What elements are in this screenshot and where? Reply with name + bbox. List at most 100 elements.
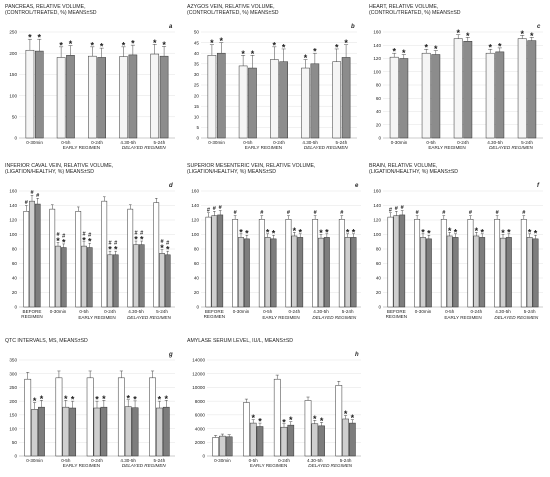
y-tick-c-6: 120	[373, 56, 381, 61]
bar-c-3-0	[485, 52, 495, 139]
y-tick-e-0: 0	[196, 305, 199, 310]
chart-title-b-1: (CONTROL/TREATED, %) MEANS±SD	[187, 10, 279, 16]
significance-mark-d-1-1-1: *	[56, 236, 60, 246]
y-tick-h-3: 6000	[195, 413, 206, 418]
y-tick-a-2: 100	[9, 93, 17, 98]
chart-title-d-0: INFERIOR CAVAL VEIN, RELATIVE VOLUME,	[5, 163, 114, 169]
chart-title-e-0: SUPERIOR MESENTERIC VEIN, RELATIVE VOLUM…	[187, 163, 316, 169]
y-tick-h-7: 14000	[192, 358, 205, 363]
bar-g-4-1	[156, 407, 163, 457]
x-tick-e-2: 0-5h	[263, 309, 273, 314]
y-tick-c-5: 100	[373, 69, 381, 74]
x-tick-d-4: 4.30-5h	[128, 309, 144, 314]
significance-mark-e-5-1-0: *	[346, 227, 350, 237]
chart-title-f-0: BRAIN, RELATIVE VOLUME,	[369, 163, 438, 169]
significance-mark-c-4-0-0: *	[520, 29, 524, 39]
y-tick-b-10: 50	[194, 30, 200, 35]
significance-mark-d-3-2-1: *	[114, 245, 118, 255]
x-tick-d-5: 5-24h	[156, 309, 168, 314]
significance-mark-h-3-2-0: *	[320, 416, 324, 426]
y-tick-g-1: 50	[12, 440, 18, 445]
x-tick-h-0: 0-30min	[214, 458, 231, 463]
bar-g-4-2	[162, 406, 170, 457]
regimen-label-b-1: DELAYED REGIMEN	[304, 145, 349, 150]
significance-mark-d-4-2-1: *	[140, 235, 144, 245]
bar-d-5-1	[159, 253, 165, 308]
chart-panel-c: HEART, RELATIVE VOLUME, (CONTROL/TREATED,…	[367, 4, 547, 156]
panel-letter-h: h	[355, 352, 359, 358]
bar-d-1-1	[55, 245, 61, 308]
chart-panel-b: AZYGOS VEIN, RELATIVE VOLUME, (CONTROL/TR…	[185, 4, 361, 156]
significance-mark-e-2-1-0: *	[266, 227, 270, 237]
bar-e-3-2	[297, 237, 304, 308]
significance-mark-e-0-1-0: #	[213, 206, 217, 212]
regimen-label-a-1: DELAYED REGIMEN	[122, 145, 167, 150]
chart-title-f-1: (LIGATION/HEALTHY, %) MEANS±SD	[369, 169, 459, 175]
y-tick-h-0: 0	[202, 454, 205, 459]
panel-letter-b: b	[351, 24, 355, 30]
significance-mark-d-3-1-0: #	[108, 241, 112, 247]
significance-mark-d-0-1-0: #	[30, 190, 34, 196]
significance-mark-e-5-2-0: *	[352, 227, 356, 237]
x-tick-f-2: 0-5h	[445, 309, 455, 314]
chart-title-a-1: (CONTROL/TREATED, %) MEANS±SD	[5, 10, 97, 16]
bar-d-3-0	[101, 200, 108, 308]
significance-mark-b-1-1-0: *	[251, 49, 255, 59]
significance-mark-e-1-1-0: *	[239, 227, 243, 237]
significance-mark-d-0-0-0: #	[25, 200, 29, 206]
x-tick-f-0-0: BEFORE	[387, 309, 406, 314]
y-tick-b-7: 35	[194, 62, 200, 67]
y-tick-g-3: 150	[9, 413, 17, 418]
y-tick-f-1: 20	[376, 290, 382, 295]
y-tick-b-1: 5	[196, 125, 199, 130]
bar-f-2-0	[440, 219, 447, 308]
significance-mark-f-0-1-0: #	[395, 206, 399, 212]
bar-a-0-0	[25, 49, 35, 139]
significance-mark-d-2-2-0: #	[88, 233, 92, 239]
bar-h-1-2	[256, 426, 264, 457]
significance-mark-e-3-0-0: #	[287, 210, 291, 216]
bar-f-4-0	[494, 219, 501, 308]
x-tick-b-4: 5-24h	[336, 140, 348, 145]
significance-mark-a-3-1-0: *	[131, 39, 135, 49]
bar-h-2-2	[287, 424, 295, 457]
bar-f-0-0	[387, 216, 394, 308]
x-tick-e-0-0: BEFORE	[205, 309, 224, 314]
bar-e-2-1	[264, 237, 271, 308]
significance-mark-d-5-2-0: #	[166, 241, 170, 247]
significance-mark-b-2-0-0: *	[273, 40, 277, 50]
significance-mark-b-1-0-0: *	[241, 49, 245, 59]
y-tick-g-4: 200	[9, 399, 17, 404]
bar-b-0-0	[207, 55, 217, 139]
bar-e-1-1	[238, 237, 244, 308]
bar-c-0-1	[399, 58, 409, 139]
x-tick-a-2: 0-24h	[91, 140, 103, 145]
regimen-label-a-0: EARLY REGIMEN	[63, 145, 100, 150]
bar-h-3-0	[304, 400, 312, 457]
x-tick-g-1: 0-5h	[61, 458, 71, 463]
y-tick-c-0: 0	[378, 136, 381, 141]
bar-h-4-0	[335, 385, 343, 457]
significance-mark-c-3-1-0: *	[498, 41, 502, 51]
bar-c-2-1	[463, 41, 473, 139]
y-tick-e-7: 140	[191, 203, 199, 208]
y-tick-c-1: 20	[376, 122, 382, 127]
x-tick-h-1: 0-5h	[249, 458, 259, 463]
significance-mark-a-0-0-0: *	[28, 33, 32, 43]
significance-mark-e-3-2-0: *	[298, 227, 302, 237]
bar-f-1-1	[420, 237, 426, 308]
bar-h-1-1	[249, 422, 257, 457]
significance-mark-f-1-0-0: #	[416, 210, 420, 216]
significance-mark-f-2-0-0: #	[442, 210, 446, 216]
significance-mark-d-4-1-0: #	[134, 231, 138, 237]
bar-d-5-2	[164, 254, 171, 308]
significance-mark-e-3-1-0: *	[293, 226, 297, 236]
significance-mark-h-2-1-0: *	[282, 417, 286, 427]
bar-g-0-1	[31, 409, 38, 457]
bar-h-2-1	[280, 426, 288, 457]
y-tick-f-7: 140	[373, 203, 381, 208]
x-tick-g-0: 0-30min	[26, 458, 43, 463]
